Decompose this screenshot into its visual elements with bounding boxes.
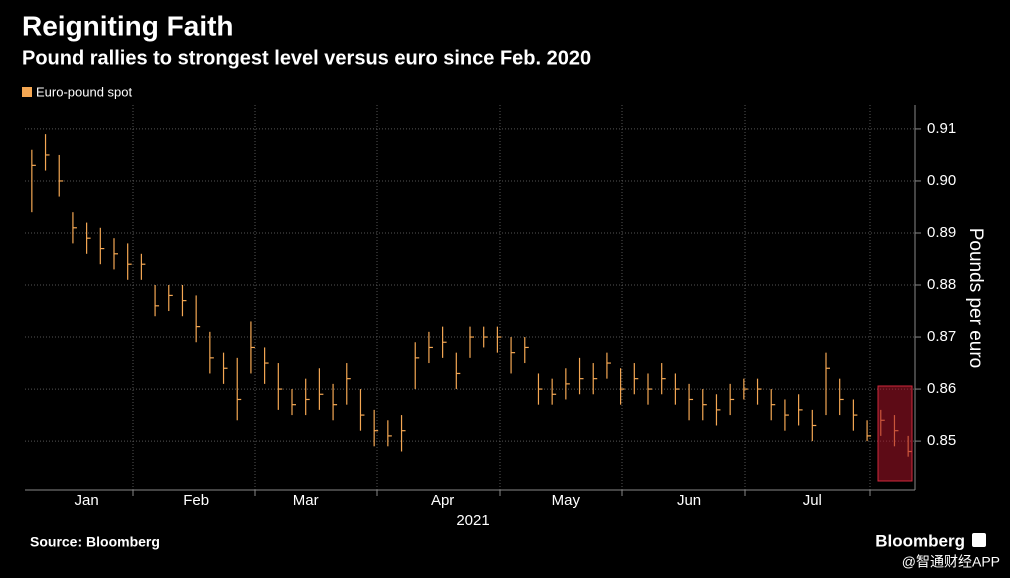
y-tick-label: 0.88 — [927, 276, 956, 293]
x-tick-label: Jul — [803, 492, 822, 509]
x-tick-label: Apr — [431, 492, 454, 509]
y-tick-label: 0.91 — [927, 120, 956, 137]
watermark: @智通财经APP — [902, 554, 1000, 570]
x-tick-label: Feb — [183, 492, 209, 509]
y-axis-label: Pounds per euro — [965, 228, 986, 369]
source: Source: Bloomberg — [30, 534, 160, 550]
legend-label: Euro-pound spot — [36, 84, 133, 99]
y-tick-label: 0.87 — [927, 328, 956, 345]
highlight-box — [877, 385, 913, 482]
chart-subtitle: Pound rallies to strongest level versus … — [22, 47, 591, 69]
y-tick-label: 0.89 — [927, 224, 956, 241]
y-tick-label: 0.90 — [927, 172, 956, 189]
y-tick-label: 0.86 — [927, 380, 956, 397]
x-tick-label: Jun — [677, 492, 701, 509]
x-tick-label: May — [552, 492, 581, 509]
brand: Bloomberg — [875, 531, 965, 550]
x-axis-label: 2021 — [456, 512, 489, 529]
legend-swatch — [22, 87, 32, 97]
x-tick-label: Jan — [75, 492, 99, 509]
y-tick-label: 0.85 — [927, 432, 956, 449]
brand-icon — [972, 533, 986, 547]
chart-title: Reigniting Faith — [22, 10, 234, 41]
x-tick-label: Mar — [293, 492, 319, 509]
